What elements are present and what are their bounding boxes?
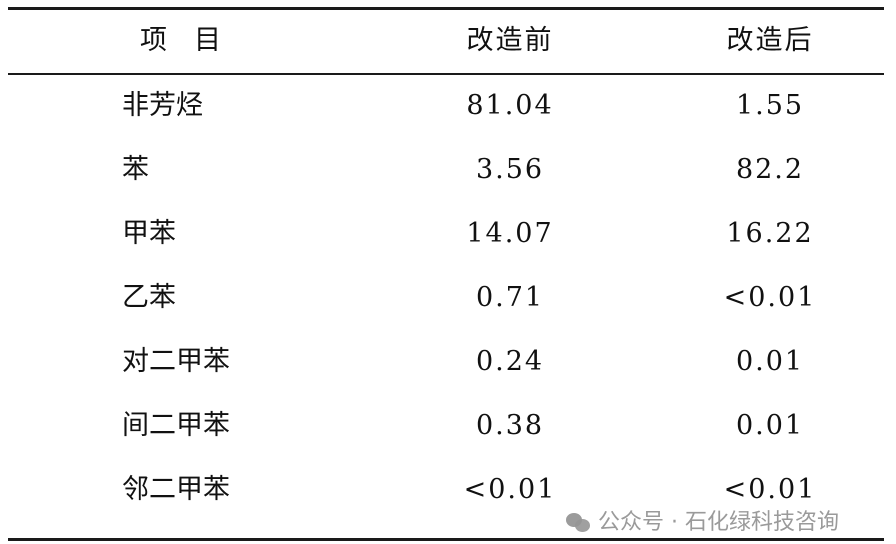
row-item: 乙苯 (122, 282, 176, 313)
table-row: 间二甲苯 0.38 0.01 (0, 394, 896, 458)
row-after: 0.01 (735, 410, 805, 441)
table-bottom-rule (8, 538, 884, 541)
row-before: 81.04 (466, 90, 554, 121)
row-item: 间二甲苯 (122, 410, 230, 441)
wechat-icon (566, 513, 590, 533)
table-row: 苯 3.56 82.2 (0, 138, 896, 202)
watermark: 公众号 · 石化绿科技咨询 (566, 510, 839, 536)
row-before: <0.01 (463, 474, 557, 505)
row-before: 0.24 (475, 346, 545, 377)
row-after: 16.22 (726, 218, 814, 249)
row-item: 苯 (122, 154, 149, 185)
row-before: 0.71 (475, 282, 545, 313)
row-before: 0.38 (475, 410, 545, 441)
header-item: 项 目 (140, 25, 221, 56)
header-after: 改造后 (726, 25, 814, 56)
table-header: 项 目 改造前 改造后 (0, 9, 896, 73)
row-item: 甲苯 (122, 218, 176, 249)
table-row: 邻二甲苯 <0.01 <0.01 (0, 458, 896, 522)
row-after: 0.01 (735, 346, 805, 377)
row-after: <0.01 (723, 282, 817, 313)
header-before: 改造前 (466, 25, 554, 56)
row-after: 1.55 (735, 90, 805, 121)
table-top-rule (8, 7, 884, 10)
row-after: 82.2 (735, 154, 805, 185)
table-header-rule (8, 73, 884, 75)
row-after: <0.01 (723, 474, 817, 505)
table-row: 乙苯 0.71 <0.01 (0, 266, 896, 330)
row-item: 非芳烃 (122, 90, 203, 121)
row-item: 邻二甲苯 (122, 474, 230, 505)
row-before: 14.07 (466, 218, 554, 249)
table-row: 甲苯 14.07 16.22 (0, 202, 896, 266)
table-row: 对二甲苯 0.24 0.01 (0, 330, 896, 394)
row-before: 3.56 (475, 154, 545, 185)
watermark-text: 公众号 · 石化绿科技咨询 (598, 510, 839, 535)
table-row: 非芳烃 81.04 1.55 (0, 74, 896, 138)
row-item: 对二甲苯 (122, 346, 230, 377)
